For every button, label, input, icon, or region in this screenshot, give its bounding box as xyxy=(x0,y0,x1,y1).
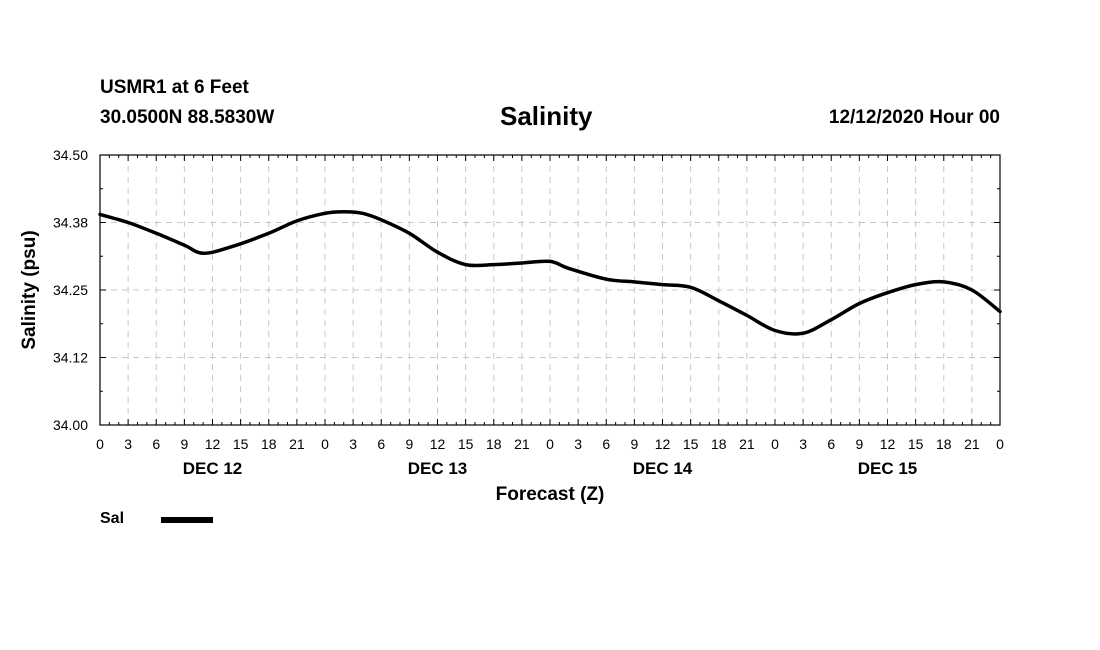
x-tick-label: 0 xyxy=(771,436,779,452)
x-tick-label: 18 xyxy=(936,436,952,452)
y-axis-label: Salinity (psu) xyxy=(19,230,40,349)
y-tick-labels: 34.00 34.12 34.25 34.38 34.50 xyxy=(53,147,88,433)
x-tick-label: 12 xyxy=(205,436,221,452)
x-tick-label: 9 xyxy=(180,436,188,452)
y-tick-label: 34.38 xyxy=(53,215,88,231)
x-tick-labels: 0 3 6 9 12 15 18 21 0 3 6 9 12 15 18 21 0 3 6 9 12 15 18 21 0 3 6 9… xyxy=(96,436,1004,452)
x-tick-label: 6 xyxy=(827,436,835,452)
x-tick-label: 9 xyxy=(855,436,863,452)
x-axis-label: Forecast (Z) xyxy=(496,484,605,505)
x-tick-label: 9 xyxy=(630,436,638,452)
x-tick-label: 3 xyxy=(799,436,807,452)
x-tick-label: 6 xyxy=(377,436,385,452)
x-tick-label: 15 xyxy=(458,436,474,452)
x-tick-label: 12 xyxy=(655,436,671,452)
x-tick-label: 15 xyxy=(908,436,924,452)
day-labels: DEC 12 DEC 13 DEC 14 DEC 15 xyxy=(183,459,918,478)
x-tick-label: 18 xyxy=(711,436,727,452)
x-tick-label: 21 xyxy=(289,436,305,452)
legend-line-swatch xyxy=(161,517,213,523)
x-tick-label: 0 xyxy=(996,436,1004,452)
y-tick-label: 34.12 xyxy=(53,350,88,366)
x-tick-label: 21 xyxy=(964,436,980,452)
grid-lines xyxy=(100,155,1000,425)
x-tick-label: 18 xyxy=(486,436,502,452)
x-tick-label: 21 xyxy=(739,436,755,452)
x-tick-label: 6 xyxy=(602,436,610,452)
y-tick-label: 34.50 xyxy=(53,147,88,163)
x-tick-label: 9 xyxy=(405,436,413,452)
station-name: USMR1 at 6 Feet xyxy=(100,77,249,98)
x-tick-label: 6 xyxy=(152,436,160,452)
plot-frame xyxy=(99,154,1001,426)
x-tick-label: 18 xyxy=(261,436,277,452)
x-tick-label: 12 xyxy=(880,436,896,452)
day-label: DEC 12 xyxy=(183,459,243,478)
salinity-series-line xyxy=(98,209,1002,336)
x-tick-label: 12 xyxy=(430,436,446,452)
x-tick-label: 15 xyxy=(233,436,249,452)
x-tick-label: 3 xyxy=(124,436,132,452)
legend-label: Sal xyxy=(100,510,125,527)
x-tick-label: 3 xyxy=(574,436,582,452)
station-coordinates: 30.0500N 88.5830W xyxy=(100,107,275,128)
forecast-datetime: 12/12/2020 Hour 00 xyxy=(828,107,1000,128)
x-tick-label: 15 xyxy=(683,436,699,452)
day-label: DEC 15 xyxy=(858,459,918,478)
x-tick-label: 0 xyxy=(96,436,104,452)
y-tick-label: 34.00 xyxy=(53,417,88,433)
x-tick-label: 21 xyxy=(514,436,530,452)
y-tick-label: 34.25 xyxy=(53,282,88,298)
day-label: DEC 13 xyxy=(408,459,468,478)
x-tick-label: 0 xyxy=(321,436,329,452)
day-label: DEC 14 xyxy=(633,459,693,478)
x-tick-label: 0 xyxy=(546,436,554,452)
x-tick-label: 3 xyxy=(349,436,357,452)
chart-title: Salinity xyxy=(500,101,593,131)
